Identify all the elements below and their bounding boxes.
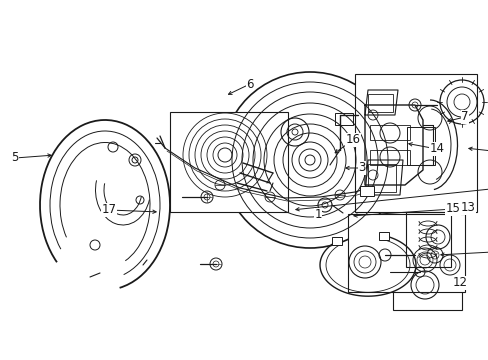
Bar — [331, 237, 342, 245]
Text: 1: 1 — [314, 208, 321, 221]
Bar — [367, 94, 392, 112]
Text: 6: 6 — [246, 77, 253, 90]
Bar — [369, 125, 409, 140]
Text: 17: 17 — [102, 203, 116, 216]
Bar — [354, 74, 476, 212]
Text: 13: 13 — [460, 202, 474, 215]
Text: 3: 3 — [358, 162, 365, 175]
Bar — [405, 212, 450, 267]
Bar — [369, 150, 409, 165]
Bar — [334, 113, 352, 125]
Bar — [170, 112, 287, 212]
Text: 5: 5 — [11, 152, 19, 165]
Bar — [347, 214, 464, 292]
Bar — [379, 232, 388, 240]
Text: 12: 12 — [451, 276, 467, 289]
Text: 7: 7 — [460, 111, 468, 123]
Text: 15: 15 — [445, 202, 460, 216]
Circle shape — [222, 72, 397, 248]
Bar — [392, 240, 461, 310]
Bar — [367, 164, 395, 192]
Bar — [359, 186, 373, 196]
Text: 14: 14 — [428, 143, 444, 156]
Text: 16: 16 — [345, 134, 360, 147]
Bar — [406, 127, 434, 165]
